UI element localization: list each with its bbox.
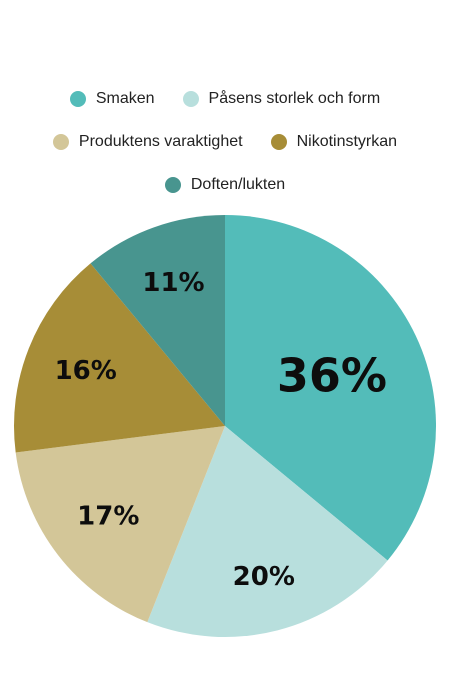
legend-swatch [182, 91, 199, 107]
legend-label: Doften/lukten [190, 176, 286, 193]
slice-label-produktens-varaktighet: 17% [77, 502, 139, 532]
legend-label: Produktens varaktighet [78, 133, 243, 150]
legend-row: Produktens varaktighet Nikotinstyrkan [0, 129, 450, 155]
legend-swatch [270, 134, 287, 150]
pie-slice-doften [90, 215, 225, 426]
chart-legend: Smaken Påsens storlek och form Produkten… [0, 86, 450, 215]
legend-item-smaken: Smaken [69, 90, 155, 108]
legend-swatch [52, 134, 69, 150]
legend-item-nikotinstyrkan: Nikotinstyrkan [270, 133, 398, 151]
legend-item-pasens-storlek: Påsens storlek och form [182, 90, 381, 108]
legend-swatch [164, 177, 181, 193]
legend-item-doften: Doften/lukten [164, 176, 286, 194]
legend-label: Smaken [95, 90, 155, 107]
slice-label-nikotinstyrkan: 16% [55, 356, 117, 386]
pie-slice-smaken [225, 215, 437, 561]
slice-label-pasens-storlek: 20% [233, 562, 295, 592]
slice-label-doften: 11% [142, 268, 204, 298]
legend-row: Doften/lukten [0, 172, 450, 198]
legend-label: Påsens storlek och form [208, 90, 381, 107]
legend-label: Nikotinstyrkan [296, 133, 398, 150]
pie-slice-nikotinstyrkan [13, 263, 225, 453]
legend-row: Smaken Påsens storlek och form [0, 86, 450, 112]
pie-slice-pasens-storlek [147, 426, 388, 637]
legend-swatch [69, 91, 86, 107]
slice-label-smaken: 36% [277, 349, 387, 403]
legend-item-produktens-varaktighet: Produktens varaktighet [52, 133, 243, 151]
pie-slice-produktens-varaktighet [15, 426, 225, 623]
